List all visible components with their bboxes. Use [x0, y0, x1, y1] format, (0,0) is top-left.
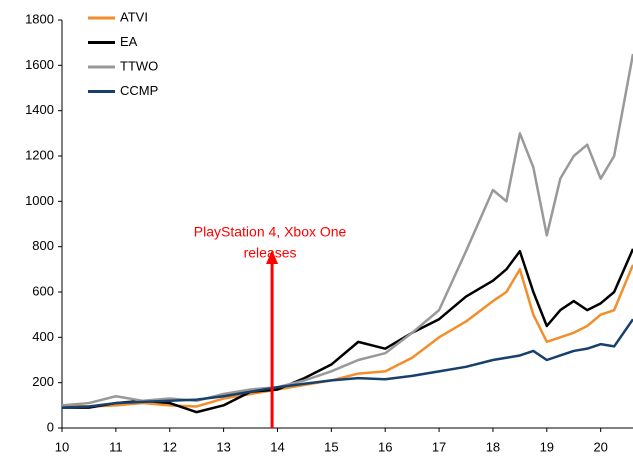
legend-label: CCMP	[120, 83, 158, 98]
annotation-arrowhead	[266, 250, 279, 264]
series-line	[61, 318, 633, 409]
x-tick-label: 15	[324, 439, 338, 454]
x-tick-label: 17	[432, 439, 446, 454]
y-tick-label: 1800	[25, 11, 54, 26]
y-tick-label: 1200	[25, 147, 54, 162]
y-tick-label: 1000	[25, 193, 54, 208]
x-tick-label: 16	[378, 439, 392, 454]
x-tick-label: 18	[486, 439, 500, 454]
y-tick-label: 800	[32, 238, 54, 253]
x-tick-label: 14	[270, 439, 284, 454]
series-line	[62, 248, 633, 414]
y-tick-label: 400	[32, 329, 54, 344]
legend-label: ATVI	[120, 9, 148, 24]
x-tick-label: 19	[540, 439, 554, 454]
y-tick-label: 1400	[25, 102, 54, 117]
series-line	[61, 264, 633, 408]
y-tick-label: 200	[32, 374, 54, 389]
x-tick-label: 10	[55, 439, 69, 454]
x-tick-label: 12	[163, 439, 177, 454]
annotation-text: releases	[244, 245, 297, 261]
y-tick-label: 0	[47, 419, 54, 434]
x-tick-label: 11	[109, 439, 123, 454]
y-tick-label: 1600	[25, 57, 54, 72]
series-line	[61, 53, 633, 407]
x-tick-label: 20	[593, 439, 607, 454]
x-tick-label: 13	[216, 439, 230, 454]
annotation-text: PlayStation 4, Xbox One	[194, 224, 347, 240]
y-tick-label: 600	[32, 283, 54, 298]
legend-label: EA	[120, 34, 138, 49]
legend-label: TTWO	[120, 58, 158, 73]
